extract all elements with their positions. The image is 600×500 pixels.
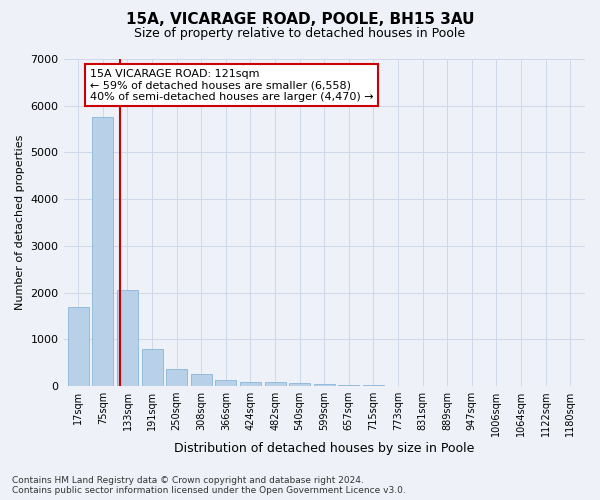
Bar [117, 290, 138, 386]
Bar [191, 374, 212, 386]
Bar [166, 369, 187, 386]
Text: 15A VICARAGE ROAD: 121sqm
← 59% of detached houses are smaller (6,558)
40% of se: 15A VICARAGE ROAD: 121sqm ← 59% of detac… [89, 69, 373, 102]
Bar [142, 348, 163, 386]
Bar [265, 382, 286, 386]
Bar [338, 384, 359, 386]
Bar [363, 385, 384, 386]
Text: 15A, VICARAGE ROAD, POOLE, BH15 3AU: 15A, VICARAGE ROAD, POOLE, BH15 3AU [126, 12, 474, 28]
Bar [92, 118, 113, 386]
Text: Contains HM Land Registry data © Crown copyright and database right 2024.
Contai: Contains HM Land Registry data © Crown c… [12, 476, 406, 495]
Bar [289, 384, 310, 386]
Bar [314, 384, 335, 386]
X-axis label: Distribution of detached houses by size in Poole: Distribution of detached houses by size … [174, 442, 475, 455]
Bar [68, 306, 89, 386]
Text: Size of property relative to detached houses in Poole: Size of property relative to detached ho… [134, 28, 466, 40]
Bar [215, 380, 236, 386]
Bar [240, 382, 261, 386]
Y-axis label: Number of detached properties: Number of detached properties [15, 135, 25, 310]
